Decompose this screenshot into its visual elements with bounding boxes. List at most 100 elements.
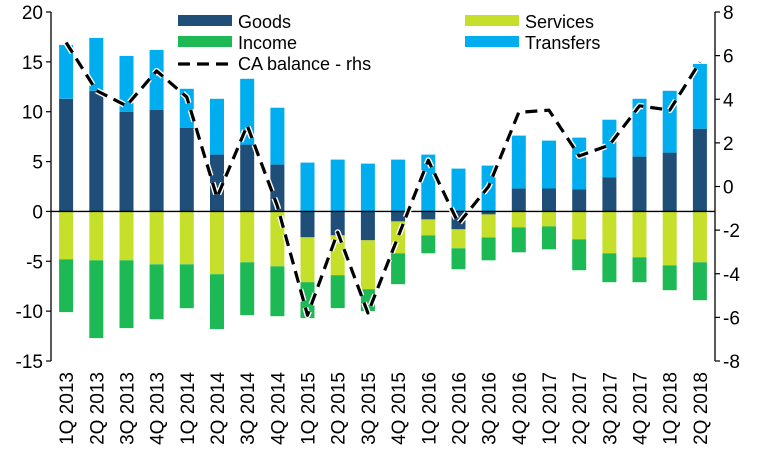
bar-transfers-11 (391, 159, 406, 212)
bar-goods-16 (542, 188, 556, 212)
bar-transfers-12 (421, 154, 436, 212)
bar-transfers-15 (511, 135, 526, 189)
x-tick-label: 1Q 2018 (661, 372, 682, 445)
x-tick-label: 4Q 2015 (389, 372, 410, 445)
bar-services-18 (602, 211, 617, 254)
x-tick-label: 3Q 2016 (480, 372, 501, 445)
y-left-tick-label: -10 (16, 302, 43, 323)
bar-goods-0 (59, 98, 74, 212)
x-tick-label: 1Q 2014 (178, 372, 199, 445)
bar-goods-5 (210, 154, 224, 212)
bar-income-18 (602, 253, 617, 283)
y-right-tick-label: -4 (723, 265, 740, 286)
y-left-tick-label: 0 (32, 202, 43, 223)
bar-income-3 (149, 264, 164, 320)
bar-income-20 (662, 265, 677, 291)
legend-label-2: CA balance - rhs (238, 54, 371, 74)
x-tick-label: 1Q 2015 (299, 372, 320, 445)
bar-transfers-17 (572, 137, 587, 190)
legend-swatch-1 (178, 36, 232, 47)
x-tick-label: 4Q 2016 (510, 372, 531, 445)
bar-goods-2 (119, 111, 134, 212)
x-tick-label: 4Q 2013 (148, 372, 169, 445)
y-left-tick-label: 20 (22, 3, 43, 24)
legend-label-3: Services (525, 12, 594, 32)
bar-income-7 (270, 266, 285, 317)
ca-balance-line (64, 41, 702, 317)
bar-income-19 (632, 257, 647, 283)
x-tick-label: 1Q 2017 (540, 372, 561, 445)
y-left-tick-label: 15 (22, 53, 43, 74)
bar-services-19 (632, 211, 647, 258)
y-right-tick-label: 0 (723, 178, 734, 199)
x-tick-label: 2Q 2018 (691, 372, 712, 445)
bar-transfers-18 (602, 119, 617, 178)
bar-goods-18 (602, 177, 617, 212)
legend-label-1: Income (238, 33, 297, 53)
bar-services-3 (149, 211, 164, 265)
bar-services-20 (662, 211, 677, 266)
bar-transfers-7 (270, 107, 285, 165)
bar-goods-8 (300, 211, 315, 238)
y-left-tick-label: -15 (16, 352, 43, 373)
legend-swatch-0 (178, 15, 232, 26)
bar-income-21 (692, 262, 707, 301)
x-tick-label: 1Q 2016 (419, 372, 440, 445)
bar-income-11 (391, 253, 406, 285)
bar-transfers-21 (692, 63, 707, 129)
bar-goods-4 (179, 127, 194, 212)
bar-goods-15 (511, 188, 526, 212)
x-tick-label: 2Q 2014 (208, 372, 229, 445)
bar-goods-1 (89, 90, 104, 212)
y-left-tick-label: 10 (22, 103, 43, 124)
bar-transfers-3 (149, 49, 164, 110)
bar-income-2 (119, 260, 134, 329)
bar-goods-9 (330, 211, 345, 236)
bar-income-9 (330, 275, 345, 309)
bar-transfers-16 (542, 140, 556, 189)
bar-services-10 (360, 240, 375, 290)
y-right-tick-label: 8 (723, 3, 734, 24)
bar-income-5 (210, 274, 224, 329)
bar-services-8 (300, 237, 315, 283)
bar-income-15 (511, 227, 526, 253)
bar-income-16 (542, 226, 556, 250)
bar-income-1 (89, 260, 104, 339)
bar-goods-21 (692, 128, 707, 212)
y-left-tick-label: -5 (26, 252, 43, 273)
y-right-tick-label: -8 (723, 352, 740, 373)
y-left-tick-label: 5 (32, 153, 43, 174)
legend-swatch-4 (465, 36, 519, 47)
bar-services-15 (511, 211, 526, 228)
bar-services-6 (240, 211, 255, 263)
bar-services-0 (59, 211, 74, 260)
y-right-tick-label: -2 (723, 221, 740, 242)
bar-income-6 (240, 262, 255, 316)
bar-goods-11 (391, 211, 406, 222)
x-tick-label: 2Q 2017 (570, 372, 591, 445)
bar-transfers-13 (451, 168, 466, 212)
bar-services-1 (89, 211, 104, 261)
bar-goods-6 (240, 144, 255, 212)
y-right-tick-label: -6 (723, 308, 740, 329)
bar-goods-3 (149, 109, 164, 212)
bar-transfers-10 (360, 163, 375, 212)
bar-services-14 (481, 214, 496, 238)
bar-income-17 (572, 239, 587, 271)
bar-services-2 (119, 211, 134, 261)
bar-goods-19 (632, 156, 647, 212)
bar-transfers-9 (330, 159, 345, 212)
bar-transfers-5 (210, 98, 224, 155)
bar-services-12 (421, 219, 436, 236)
legend-label-0: Goods (238, 12, 291, 32)
bar-services-21 (692, 211, 707, 263)
bar-income-14 (481, 237, 496, 261)
y-right-tick-label: 6 (723, 47, 734, 68)
bar-services-4 (179, 211, 194, 265)
bar-services-5 (210, 211, 224, 275)
x-tick-label: 4Q 2017 (631, 372, 652, 445)
bar-goods-12 (421, 211, 436, 220)
bar-transfers-1 (89, 37, 104, 91)
x-tick-label: 3Q 2017 (600, 372, 621, 445)
